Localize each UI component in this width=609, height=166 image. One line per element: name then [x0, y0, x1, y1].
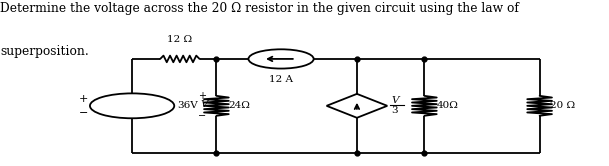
Text: 3: 3 [392, 106, 398, 115]
Text: 12 A: 12 A [269, 75, 293, 84]
Text: V: V [392, 96, 399, 105]
Text: Determine the voltage across the 20 Ω resistor in the given circuit using the la: Determine the voltage across the 20 Ω re… [0, 2, 519, 15]
Text: 36V: 36V [177, 101, 198, 110]
Text: 20 Ω: 20 Ω [550, 101, 575, 110]
Text: superposition.: superposition. [0, 45, 89, 58]
Text: −: − [79, 108, 88, 118]
Text: 12 Ω: 12 Ω [167, 35, 192, 44]
Text: +: + [199, 91, 206, 101]
Text: 40Ω: 40Ω [437, 101, 459, 110]
Text: V: V [200, 100, 208, 109]
Text: 24Ω: 24Ω [229, 101, 251, 110]
Text: +: + [79, 94, 88, 104]
Text: −: − [199, 111, 206, 121]
